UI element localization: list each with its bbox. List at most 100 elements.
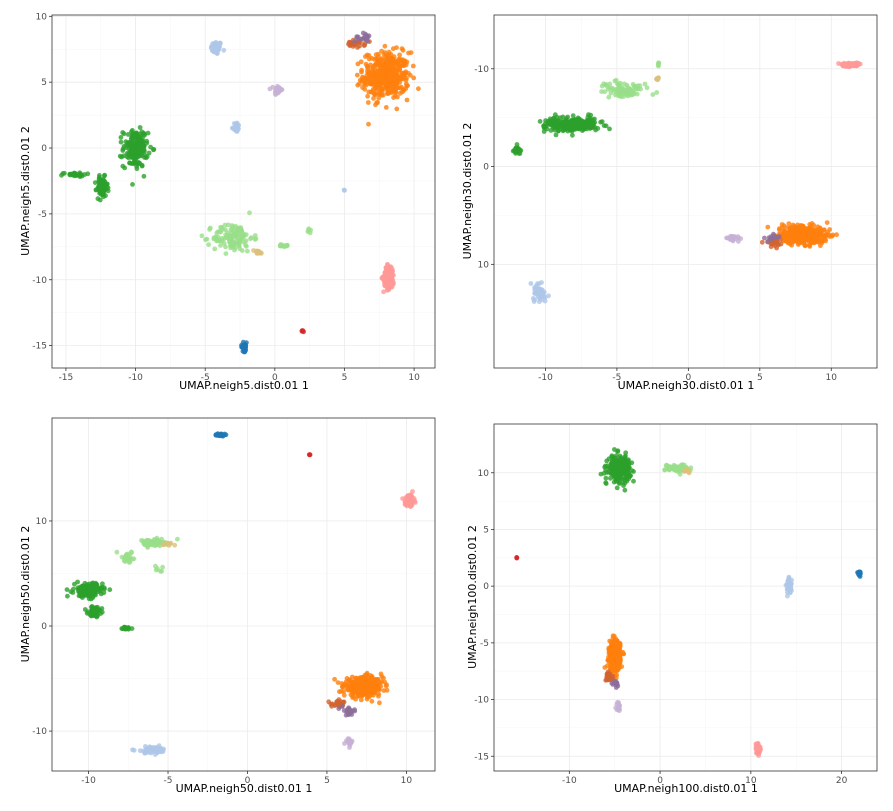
- scatter-point: [765, 239, 770, 245]
- x-tick-label: 0: [685, 373, 691, 383]
- scatter-point: [514, 142, 520, 147]
- scatter-point: [824, 220, 830, 226]
- scatter-point: [121, 131, 127, 137]
- scatter-point: [608, 659, 614, 664]
- scatter-point: [654, 90, 660, 95]
- scatter-point: [613, 653, 618, 658]
- scatter-point: [229, 223, 235, 228]
- scatter-point: [677, 464, 683, 470]
- scatter-point: [377, 75, 383, 80]
- scatter-point: [120, 163, 126, 169]
- scatter-point: [812, 239, 817, 245]
- scatter-point: [371, 96, 376, 101]
- scatter-point: [70, 171, 76, 177]
- scatter-point: [393, 72, 399, 77]
- scatter-point: [578, 119, 584, 124]
- scatter-point: [145, 130, 151, 136]
- scatter-point: [131, 747, 137, 753]
- scatter-point: [757, 745, 763, 751]
- scatter-point: [539, 294, 545, 299]
- scatter-point: [624, 82, 630, 88]
- scatter-point: [72, 581, 77, 587]
- scatter-point: [622, 89, 628, 95]
- scatter-point: [377, 700, 382, 706]
- scatter-point: [528, 281, 534, 286]
- scatter-point: [591, 121, 597, 126]
- scatter-point: [644, 85, 650, 91]
- scatter-point: [802, 235, 808, 241]
- y-axis-title: UMAP.neigh100.dist0.01 2: [466, 525, 479, 669]
- scatter-point: [416, 86, 421, 92]
- x-tick-label: 10: [745, 776, 757, 786]
- scatter-point: [65, 593, 70, 599]
- x-tick-label: 5: [342, 373, 348, 383]
- scatter-point: [671, 462, 677, 468]
- scatter-point: [571, 123, 577, 129]
- x-axis-title: UMAP.neigh100.dist0.01 1: [614, 782, 758, 795]
- scatter-point: [787, 579, 792, 585]
- scatter-point: [364, 670, 370, 676]
- scatter-point: [160, 564, 166, 570]
- scatter-point: [410, 63, 416, 69]
- scatter-point: [819, 240, 825, 246]
- scatter-point: [378, 671, 384, 677]
- scatter-point: [118, 139, 124, 145]
- scatter-point: [210, 41, 216, 46]
- x-axis-title: UMAP.neigh30.dist0.01 1: [618, 379, 755, 392]
- scatter-point: [560, 128, 566, 134]
- scatter-point: [121, 143, 127, 149]
- scatter-point: [615, 449, 620, 454]
- scatter-point: [349, 712, 355, 717]
- scatter-point: [347, 43, 353, 49]
- y-tick-label: 10: [36, 517, 48, 527]
- scatter-point: [237, 228, 243, 233]
- scatter-point: [725, 235, 731, 241]
- scatter-point: [234, 233, 240, 239]
- scatter-point: [380, 68, 386, 74]
- scatter-point: [610, 635, 616, 641]
- scatter-point: [584, 118, 590, 123]
- scatter-point: [614, 485, 620, 491]
- scatter-point: [381, 72, 387, 78]
- x-tick-label: -15: [59, 373, 74, 383]
- scatter-point: [759, 239, 765, 245]
- scatter-point: [237, 239, 243, 245]
- y-tick-label: 0: [483, 163, 489, 173]
- scatter-point: [329, 703, 335, 709]
- scatter-point: [409, 496, 415, 502]
- scatter-point: [215, 42, 221, 48]
- scatter-point: [797, 240, 803, 245]
- y-tick-label: 5: [41, 78, 47, 88]
- scatter-point: [616, 84, 621, 90]
- scatter-point: [399, 84, 404, 90]
- scatter-point: [245, 248, 250, 254]
- scatter-point: [379, 48, 385, 54]
- scatter-point: [346, 739, 352, 745]
- scatter-point: [382, 679, 387, 685]
- scatter-point: [366, 680, 372, 685]
- scatter-point: [341, 692, 347, 698]
- scatter-point: [217, 228, 223, 234]
- scatter-point: [570, 113, 576, 119]
- scatter-point: [365, 674, 371, 680]
- scatter-point: [393, 89, 399, 95]
- scatter-point: [821, 227, 827, 233]
- scatter-point: [88, 583, 94, 589]
- scatter-point: [232, 127, 238, 133]
- scatter-point: [616, 653, 622, 658]
- scatter-point: [815, 224, 821, 230]
- scatter-point: [807, 242, 812, 248]
- scatter-point: [141, 173, 147, 179]
- scatter-point: [365, 100, 371, 105]
- scatter-point: [391, 95, 396, 100]
- scatter-point: [351, 694, 356, 700]
- scatter-point: [166, 543, 172, 548]
- scatter-point: [68, 589, 74, 595]
- scatter-point: [336, 706, 342, 711]
- x-tick-label: -10: [81, 776, 96, 786]
- scatter-point: [147, 748, 153, 753]
- scatter-point: [94, 582, 99, 588]
- scatter-point: [808, 224, 813, 230]
- scatter-point: [570, 132, 575, 138]
- scatter-point: [102, 172, 107, 178]
